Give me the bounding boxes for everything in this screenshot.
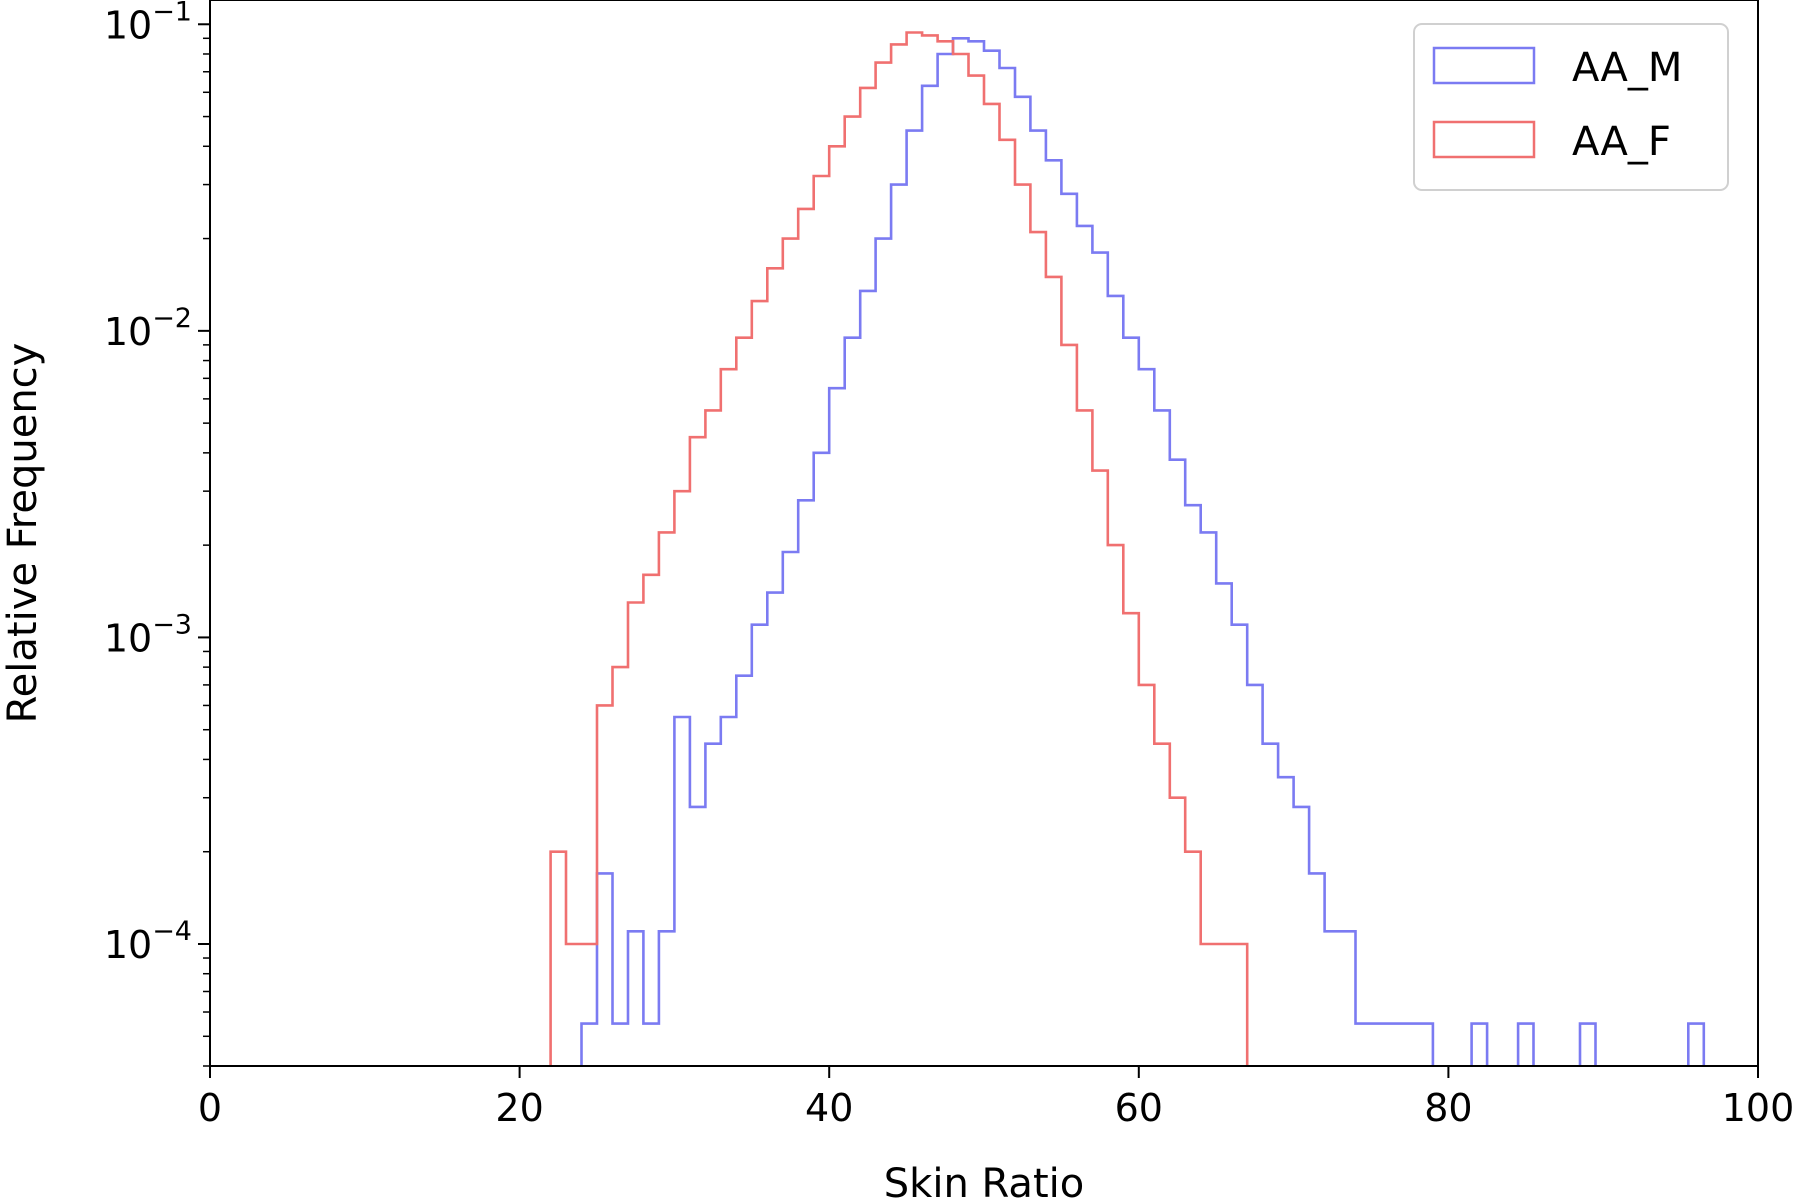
bin-aa-m-52 [1387,1024,1403,1066]
bin-aa-f-7 [659,532,675,1066]
bin-aa-f-0 [551,852,567,1066]
bin-aa-f-34 [1077,410,1093,1066]
y-tick-label: 10−1 [104,0,192,47]
bin-aa-f-20 [860,88,876,1066]
x-tick-label: 100 [1722,1086,1795,1130]
legend-label-aa-m: AA_M [1572,45,1682,91]
bin-aa-f-35 [1092,471,1108,1066]
legend: AA_M AA_F [1413,23,1729,191]
bin-aa-f-5 [628,603,644,1067]
bin-aa-f-13 [752,301,768,1066]
bin-aa-f-40 [1170,798,1186,1066]
bin-aa-f-38 [1139,685,1155,1066]
bin-aa-m-55 [1472,1024,1488,1066]
bin-aa-f-25 [938,41,954,1066]
bin-aa-f-9 [690,437,706,1066]
y-axis-label: Relative Frequency [0,343,46,724]
bin-aa-f-16 [798,209,814,1066]
bin-aa-f-33 [1061,345,1077,1066]
bin-aa-m-49 [1340,931,1356,1066]
bin-aa-f-31 [1030,232,1046,1066]
bin-aa-m-58 [1688,1024,1704,1066]
legend-label-aa-f: AA_F [1572,119,1671,165]
series-line-aa-m [580,37,1706,1066]
bin-aa-m-46 [1294,807,1310,1066]
bin-aa-f-17 [814,176,830,1066]
bin-aa-f-42 [1201,944,1217,1066]
bin-aa-f-4 [613,667,629,1066]
bin-aa-f-29 [1000,140,1016,1066]
bin-aa-m-50 [1356,1024,1372,1066]
bin-aa-f-28 [984,104,1000,1066]
bin-aa-m-47 [1309,873,1325,1066]
bin-aa-f-37 [1123,613,1139,1066]
bin-aa-f-26 [953,54,969,1066]
x-tick-label: 40 [805,1086,853,1130]
bin-aa-m-43 [1247,685,1263,1066]
bin-aa-m-51 [1371,1024,1387,1066]
axes-frame [209,0,1759,1067]
bin-aa-f-27 [969,76,985,1066]
series-layer [549,31,1706,1067]
bin-aa-f-2 [582,944,598,1066]
bin-aa-f-36 [1108,545,1124,1066]
x-tick-label: 0 [198,1086,222,1130]
bin-aa-f-6 [643,575,659,1066]
x-tick-label: 20 [495,1086,543,1130]
bin-aa-f-12 [736,338,752,1066]
bin-aa-f-1 [566,944,582,1066]
bin-aa-f-22 [891,44,907,1066]
bin-aa-m-57 [1580,1024,1596,1066]
bin-aa-f-43 [1216,944,1232,1066]
bin-aa-f-30 [1015,185,1031,1066]
bin-aa-f-11 [721,369,737,1066]
bin-aa-m-56 [1518,1024,1534,1066]
bin-aa-f-41 [1185,852,1201,1066]
bin-aa-f-44 [1232,944,1248,1066]
bin-aa-f-15 [783,239,799,1066]
bin-aa-f-23 [907,33,923,1067]
bin-aa-f-3 [597,705,613,1066]
x-tick-label: 60 [1115,1086,1163,1130]
bin-aa-m-44 [1263,744,1279,1066]
legend-box [1413,23,1729,191]
bin-aa-f-21 [876,63,892,1066]
x-axis-label: Skin Ratio [884,1161,1084,1200]
bin-aa-f-8 [674,491,690,1066]
bin-aa-f-10 [705,410,721,1066]
bin-aa-m-54 [1417,1024,1433,1066]
bin-aa-f-19 [845,117,861,1066]
series-line-aa-f [549,31,1249,1066]
bin-aa-m-53 [1402,1024,1418,1066]
bin-aa-m-45 [1278,777,1294,1066]
bin-aa-f-24 [922,35,938,1066]
legend-swatch-aa-f [1432,120,1536,159]
bin-aa-m-48 [1325,931,1341,1066]
x-tick-label: 80 [1424,1086,1472,1130]
legend-swatch-aa-m [1432,46,1536,85]
y-axis-ticks: 10−410−310−210−1 [104,0,210,1067]
bin-aa-f-18 [829,146,845,1066]
bin-aa-f-14 [767,268,783,1066]
bin-aa-f-39 [1154,744,1170,1066]
x-axis-ticks: 0 20 40 60 80 100 [198,1066,1794,1130]
bin-aa-f-32 [1046,277,1062,1066]
